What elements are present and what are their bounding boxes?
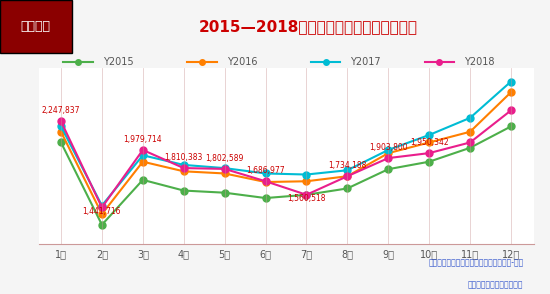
- Text: 1,903,800: 1,903,800: [369, 143, 408, 152]
- Text: 1,979,714: 1,979,714: [124, 135, 162, 144]
- Text: Y2016: Y2016: [227, 57, 257, 67]
- Text: 1,802,589: 1,802,589: [206, 154, 244, 163]
- Text: 2015—2018年狭义乘用车综合销量走势图: 2015—2018年狭义乘用车综合销量走势图: [199, 19, 417, 34]
- Text: 综合销量是指国内零售销量: 综合销量是指国内零售销量: [468, 281, 524, 290]
- Text: 1,560,518: 1,560,518: [287, 194, 326, 203]
- Text: 1,686,977: 1,686,977: [246, 166, 285, 176]
- Text: 数据来源：乘用车市场信息联席会月报表-初稿: 数据来源：乘用车市场信息联席会月报表-初稿: [428, 259, 524, 268]
- Text: Y2017: Y2017: [350, 57, 381, 67]
- Text: 第一部分: 第一部分: [21, 20, 51, 33]
- Text: Y2018: Y2018: [464, 57, 494, 67]
- Text: 1,441,716: 1,441,716: [82, 207, 121, 216]
- Text: 2,247,837: 2,247,837: [42, 106, 80, 116]
- FancyBboxPatch shape: [0, 0, 72, 53]
- Text: 1,734,188: 1,734,188: [328, 161, 366, 170]
- Text: Y2015: Y2015: [103, 57, 134, 67]
- Text: 1,950,342: 1,950,342: [410, 138, 448, 147]
- Text: 1,810,383: 1,810,383: [164, 153, 203, 162]
